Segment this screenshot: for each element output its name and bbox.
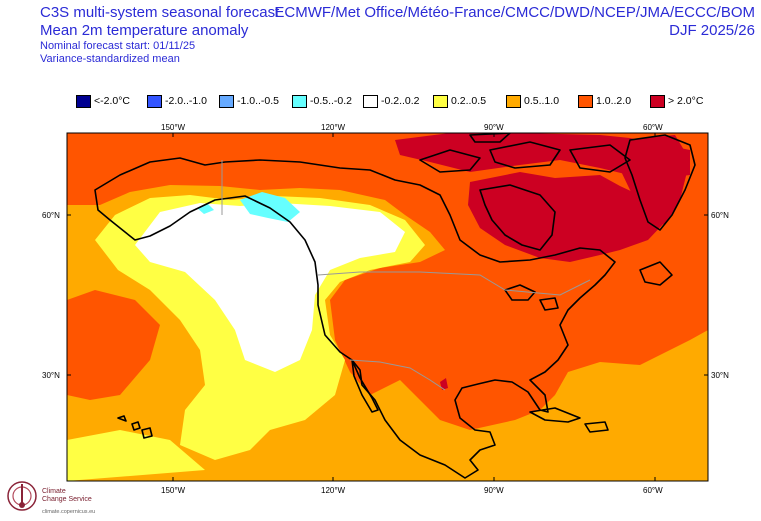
legend-item: -2.0..-1.0 [147,94,207,108]
title-right: ECMWF/Met Office/Météo-France/CMCC/DWD/N… [274,4,755,40]
coastline-hispaniola [584,421,609,433]
field-0.2-0.5-south [67,430,205,481]
coastline-north-america [94,157,616,479]
legend-swatch [650,94,665,108]
map-frame [66,132,709,482]
legend-item: -1.0..-0.5 [219,94,279,108]
title-block: C3S multi-system seasonal forecast Mean … [40,4,279,66]
legend-swatch [578,94,593,108]
coastline-great-lakes [504,284,559,311]
borders [221,160,591,391]
coastlines [94,133,696,479]
field-cyan-1 [240,192,300,222]
border-us-mexico [349,359,446,391]
legend-swatch [147,94,162,108]
legend-label: -1.0..-0.5 [237,95,280,107]
lon-tick-top: 150°W [161,123,186,132]
logo-name-line2: Change Service [42,496,92,503]
legend-swatch [363,94,378,108]
title-line1: C3S multi-system seasonal forecast [40,4,280,21]
logo-name: Climate Change Service [42,488,92,504]
lat-tick-right: 60°N [711,211,729,220]
field-gt2-greenland [618,135,690,225]
field-gt2-canada [468,172,665,262]
field-1.0-2.0-pacific [67,290,160,400]
field-neutral [135,203,405,372]
method-note: Variance-standardized mean [40,53,180,65]
systems-list: ECMWF/Met Office/Météo-France/CMCC/DWD/N… [274,4,755,21]
legend-swatch [433,94,448,108]
legend-item: -0.5..-0.2 [292,94,352,108]
legend-label: <-2.0°C [94,95,131,107]
logo-icon [7,481,37,511]
legend-label: 0.5..1.0 [524,95,560,107]
coastline-greenland [624,134,696,231]
lon-tick-bottom: 60°W [643,486,663,495]
legend-item: 1.0..2.0 [578,94,631,108]
legend-label: -0.5..-0.2 [310,95,353,107]
legend-label: 1.0..2.0 [596,95,632,107]
lon-tick-top: 60°W [643,123,663,132]
lon-tick-bottom: 120°W [321,486,346,495]
legend-item: 0.2..0.5 [433,94,486,108]
legend-label: > 2.0°C [668,95,704,107]
legend-label: -2.0..-1.0 [165,95,208,107]
coastline-arctic-islands [419,133,631,173]
legend-item: 0.5..1.0 [506,94,559,108]
coastline-hudson-bay [479,184,556,251]
coastline-baja [351,359,379,413]
legend-item: > 2.0°C [650,94,703,108]
lon-tick-bottom: 90°W [484,486,504,495]
lon-tick-top: 90°W [484,123,504,132]
legend-swatch [219,94,234,108]
tick-marks [67,133,708,481]
legend-label: -0.2..0.2 [381,95,420,107]
title-line2: Mean 2m temperature anomaly [40,22,249,39]
lon-tick-top: 120°W [321,123,346,132]
legend-label: 0.2..0.5 [451,95,487,107]
field-gt2-mexico [440,378,448,390]
border-us-canada [317,271,591,296]
coastline-hawaii [117,415,153,439]
legend-swatch [506,94,521,108]
legend-swatch [76,94,91,108]
logo-url: climate.copernicus.eu [42,509,96,515]
season-label: DJF 2025/26 [669,22,755,39]
copernicus-logo: Climate Change Service climate.copernicu… [6,476,116,518]
coastline-newfoundland [639,261,673,286]
lon-tick-bottom: 150°W [161,486,186,495]
lat-tick-left: 30°N [42,371,60,380]
lat-tick-left: 60°N [42,211,60,220]
coastline-cuba [529,407,581,423]
legend-item: <-2.0°C [76,94,130,108]
lat-tick-right: 30°N [711,371,729,380]
forecast-start: Nominal forecast start: 01/11/25 [40,40,196,52]
legend-swatch [292,94,307,108]
legend-item: -0.2..0.2 [363,94,420,108]
map-fields [67,133,708,481]
logo-name-line1: Climate [42,488,66,495]
